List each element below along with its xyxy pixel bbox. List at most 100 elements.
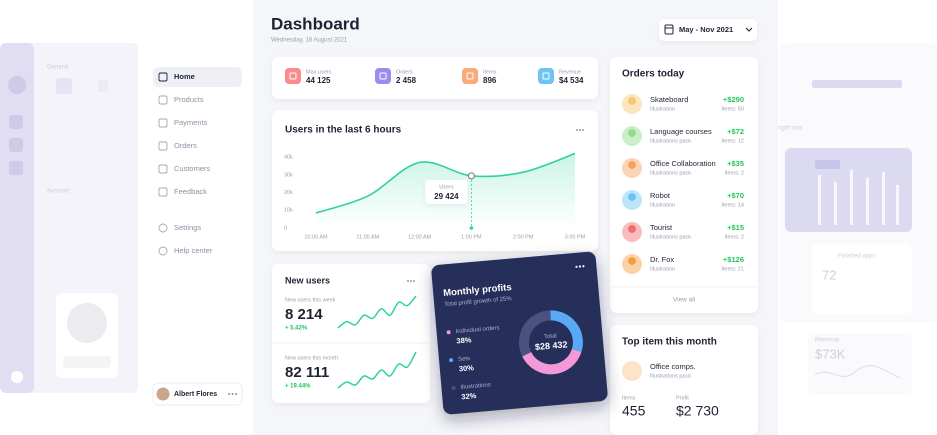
order-amount: +$70 — [727, 191, 744, 200]
order-items: Items: 21 — [721, 266, 744, 272]
legend-label: Individual orders — [455, 325, 499, 335]
page-title: Dashboard — [271, 14, 360, 33]
metric-value: $2 730 — [676, 403, 719, 419]
view-all-link[interactable]: View all — [673, 297, 696, 304]
menu-icon — [158, 72, 168, 82]
order-name[interactable]: Tourist — [650, 223, 673, 232]
order-amount: +$35 — [727, 159, 744, 168]
x-tick-label: 3:00 PM — [565, 234, 586, 240]
card-title: Orders today — [622, 69, 685, 80]
hover-point — [467, 172, 475, 180]
stat-value: $4 534 — [559, 76, 584, 85]
stat-label: Max users — [306, 69, 332, 75]
stat-icon-glyph — [379, 72, 387, 80]
order-items: Items: 2 — [724, 170, 744, 176]
card-menu[interactable] — [407, 280, 415, 282]
order-name[interactable]: Dr. Fox — [650, 255, 674, 264]
metric-value: 82 111 — [285, 364, 329, 381]
order-amount: +$15 — [727, 223, 744, 232]
legend-dot — [449, 358, 454, 363]
order-avatar-figure — [628, 225, 636, 233]
stat-label: Items — [483, 69, 497, 75]
order-sub: Illustrations pack — [650, 138, 691, 144]
order-items: Items: 2 — [724, 234, 744, 240]
order-avatar-figure — [628, 257, 636, 265]
item-sub: Illustrations pack — [650, 373, 691, 379]
y-tick-label: 20k — [284, 190, 293, 196]
card-title: New users — [285, 275, 330, 285]
card-menu[interactable] — [576, 129, 584, 131]
stat-label: Orders — [396, 69, 413, 75]
legend-value: 30% — [459, 363, 475, 373]
menu-item[interactable]: Settings — [174, 223, 201, 232]
stat-value: 44 125 — [306, 76, 331, 85]
sparkline — [337, 295, 417, 329]
faded-label: right now — [778, 126, 803, 132]
menu-item[interactable]: Orders — [174, 141, 197, 150]
chart-title: Users in the last 6 hours — [285, 125, 402, 136]
order-items: Items: 14 — [721, 202, 744, 208]
sparklines — [337, 295, 417, 389]
monthly-profits-card: Monthly profits Total profit growth of 2… — [431, 251, 608, 415]
x-tick-label: 2:00 PM — [513, 234, 534, 240]
legend-label: Illustrations — [460, 382, 491, 391]
stat-icon-glyph — [466, 72, 474, 80]
stat-icon — [462, 68, 478, 84]
profile-menu-dot — [231, 393, 234, 395]
x-tick-label: 12:00 AM — [408, 234, 432, 240]
profile-name[interactable]: Albert Flores — [174, 391, 217, 398]
date-range: May - Nov 2021 — [679, 25, 733, 34]
profile-box — [152, 382, 243, 406]
donut-segment — [518, 310, 551, 357]
stat-icon — [285, 68, 301, 84]
order-items: Items: 50 — [721, 106, 744, 112]
y-tick-label: 40k — [284, 155, 293, 161]
stat-label: Revenue — [559, 69, 581, 75]
order-name[interactable]: Robot — [650, 191, 671, 200]
order-name[interactable]: Skateboard — [650, 95, 688, 104]
users-chart: 0 10k 20k 30k 40k 10:00 AM 11:00 AM 12:00 AM 1:0… — [284, 152, 586, 240]
card-title: Top item this month — [622, 337, 717, 348]
faded-label: Finished apps — [838, 254, 875, 260]
menu-item[interactable]: Feedback — [174, 187, 207, 196]
profile-menu-dot — [228, 393, 230, 395]
stat-value: 896 — [483, 76, 497, 85]
active-item-bg — [153, 67, 242, 87]
x-tick-label: 1:00 PM — [461, 234, 482, 240]
axis-dot — [469, 226, 474, 230]
menu-item[interactable]: Products — [174, 95, 204, 104]
menu-item[interactable]: Home — [174, 72, 195, 81]
card-menu[interactable] — [575, 265, 585, 268]
order-name[interactable]: Office Collaboration — [650, 159, 716, 168]
x-tick-label: 11:00 AM — [356, 234, 379, 240]
stats-card — [272, 57, 598, 99]
top-item-card — [610, 325, 758, 435]
stat-icon-glyph — [289, 72, 297, 80]
menu-item[interactable]: Help center — [174, 246, 213, 255]
legend-dot — [446, 330, 451, 335]
order-avatar-figure — [628, 129, 636, 137]
tooltip-value: 29 424 — [434, 192, 459, 201]
metric-change: + 5.42% — [285, 326, 308, 332]
date-range-picker[interactable]: May - Nov 2021 — [659, 19, 757, 41]
menu-item[interactable]: Payments — [174, 118, 208, 127]
tooltip-label: Users — [439, 184, 454, 190]
faded-section-label: General — [47, 65, 68, 71]
order-sub: Illustration — [650, 266, 675, 272]
orders-list: Skateboard Illustration +$290 Items: 50 Lang… — [622, 94, 744, 274]
menu-icon — [158, 223, 168, 233]
order-name[interactable]: Language courses — [650, 127, 712, 136]
y-tick-label: 10k — [284, 208, 293, 214]
orders-card — [610, 57, 758, 313]
order-avatar-figure — [628, 193, 636, 201]
page-date: Wednesday, 18 August 2021 — [271, 38, 348, 44]
order-sub: Illustration — [650, 106, 675, 112]
metric-value: 455 — [622, 403, 646, 419]
donut-center-value: $28 432 — [535, 339, 568, 352]
stat-icon — [375, 68, 391, 84]
line — [315, 152, 576, 214]
profile-avatar — [156, 387, 170, 401]
metric-change: + 19.44% — [285, 384, 311, 390]
menu-item[interactable]: Customers — [174, 164, 211, 173]
